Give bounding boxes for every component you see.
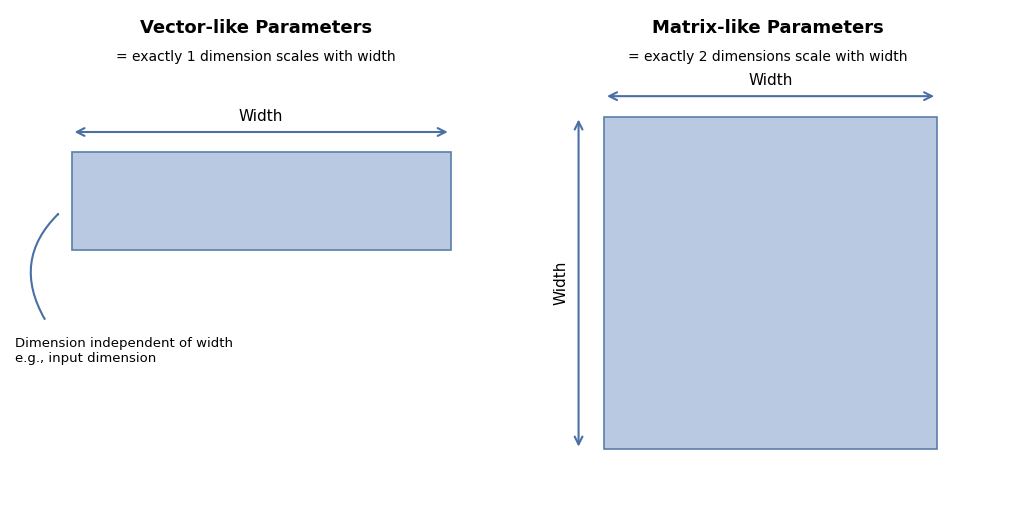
Text: = exactly 2 dimensions scale with width: = exactly 2 dimensions scale with width xyxy=(629,50,907,64)
Text: = exactly 1 dimension scales with width: = exactly 1 dimension scales with width xyxy=(116,50,396,64)
Text: Width: Width xyxy=(239,109,284,124)
Bar xyxy=(72,152,451,250)
Text: Vector-like Parameters: Vector-like Parameters xyxy=(140,19,372,37)
Bar xyxy=(604,116,937,449)
FancyArrowPatch shape xyxy=(31,214,58,319)
Text: Matrix-like Parameters: Matrix-like Parameters xyxy=(652,19,884,37)
Text: Width: Width xyxy=(553,261,568,305)
Text: Dimension independent of width
e.g., input dimension: Dimension independent of width e.g., inp… xyxy=(15,337,233,365)
Text: Width: Width xyxy=(749,73,793,88)
